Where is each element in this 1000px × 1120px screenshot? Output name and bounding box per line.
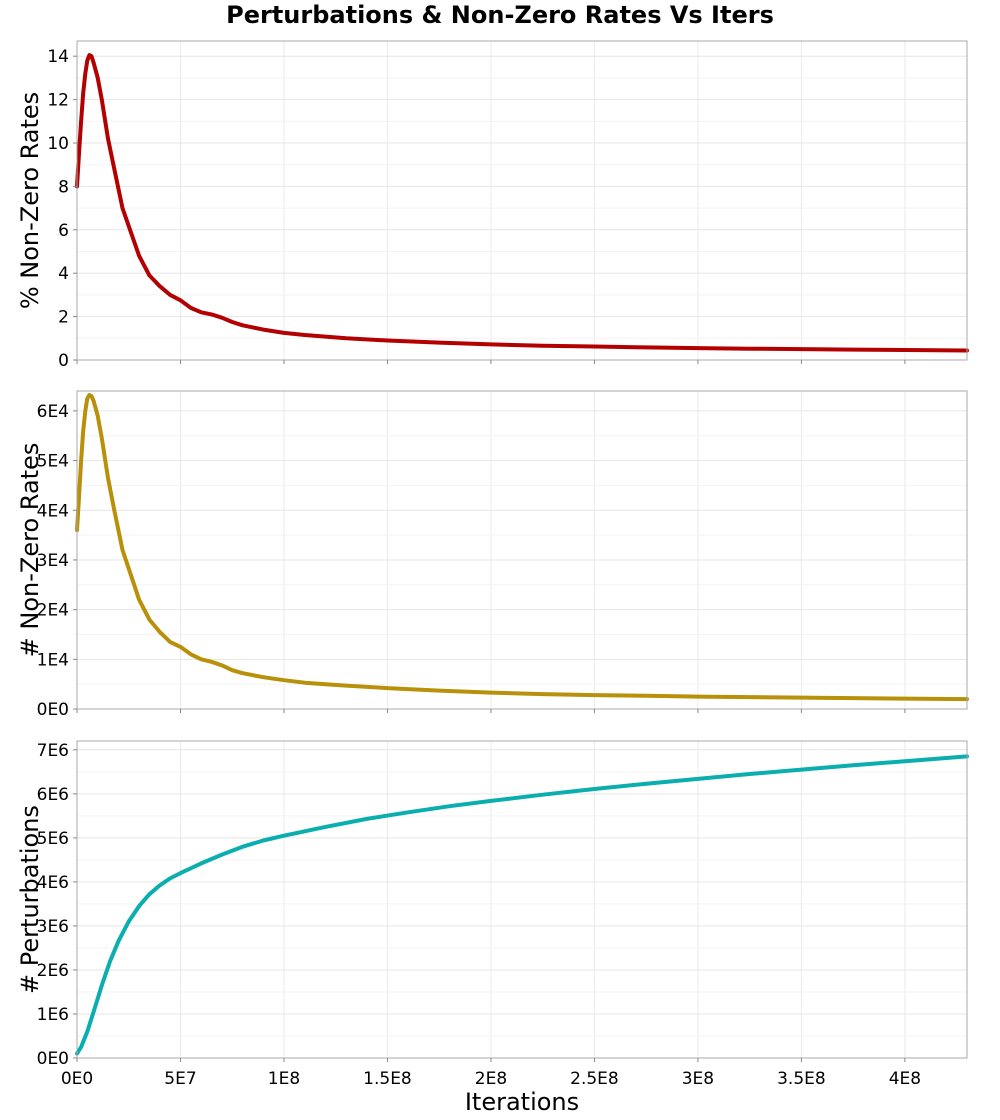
y-tick-label: 0	[58, 351, 69, 371]
x-tick-label: 5E7	[164, 1069, 196, 1089]
y-tick-label: 4E4	[37, 501, 69, 521]
y-tick-label: 14	[47, 47, 69, 67]
y-tick-label: 5E4	[37, 452, 69, 472]
x-tick-label: 1.5E8	[363, 1069, 412, 1089]
y-tick-label: 2E4	[37, 601, 69, 621]
x-axis-label: Iterations	[465, 1088, 579, 1116]
x-tick-label: 2.5E8	[570, 1069, 619, 1089]
y-tick-label: 6E4	[37, 402, 69, 422]
plot-area	[77, 391, 967, 709]
x-tick-label: 1E8	[268, 1069, 300, 1089]
y-tick-label: 1E6	[37, 1005, 69, 1025]
y-tick-label: 12	[47, 91, 69, 111]
y-tick-label: 10	[47, 134, 69, 154]
chart-panel-2: 0E0 1E4 2E4 3E4 4E4 5E4 6E4 # Non-Zero Rates	[16, 390, 969, 720]
chart-panels: 0 2 4 6 8 10 12 14 % Non-Zero Rates 0E0 1E4 2E4 3E4 4…	[16, 40, 969, 1089]
plot-area	[77, 41, 967, 360]
plot-area	[77, 741, 967, 1058]
x-tick-label: 3E8	[682, 1069, 714, 1089]
y-tick-label: 3E4	[37, 551, 69, 571]
y-tick-label: 6E6	[37, 785, 69, 805]
y-tick-label: 2E6	[37, 961, 69, 981]
plot-frame	[76, 40, 968, 361]
y-tick-label: 5E6	[37, 829, 69, 849]
chart-panel-1: 0 2 4 6 8 10 12 14 % Non-Zero Rates	[16, 40, 969, 371]
y-tick-label: 4	[58, 264, 69, 284]
y-tick-label: 0E0	[37, 700, 69, 720]
y-axis-label: # Non-Zero Rates	[16, 443, 44, 658]
x-tick-label: 3.5E8	[777, 1069, 826, 1089]
plot-frame	[76, 740, 968, 1059]
x-tick-label: 4E8	[889, 1069, 921, 1089]
series-line-1	[75, 53, 969, 353]
series-line-1	[75, 754, 969, 1056]
x-tick-label: 2E8	[475, 1069, 507, 1089]
y-tick-label: 2	[58, 308, 69, 328]
y-tick-label: 4E6	[37, 873, 69, 893]
chart-panel-3: 0E0 1E6 2E6 3E6 4E6 5E6 6E6 7E6 0E0 5E7 1E8 1.5E8 2E…	[16, 740, 969, 1089]
y-tick-label: 7E6	[37, 741, 69, 761]
y-tick-label: 3E6	[37, 917, 69, 937]
y-tick-label: 6	[58, 221, 69, 241]
y-tick-label: 0E0	[37, 1049, 69, 1069]
series-line-1	[75, 393, 969, 702]
x-tick-label: 0E0	[61, 1069, 93, 1089]
y-tick-label: 8	[58, 177, 69, 197]
y-axis-label: % Non-Zero Rates	[16, 92, 44, 309]
plot-frame	[76, 390, 968, 710]
y-axis-label: # Perturbations	[16, 805, 44, 994]
y-tick-label: 1E4	[37, 650, 69, 670]
chart-title: Perturbations & Non-Zero Rates Vs Iters	[226, 1, 774, 29]
